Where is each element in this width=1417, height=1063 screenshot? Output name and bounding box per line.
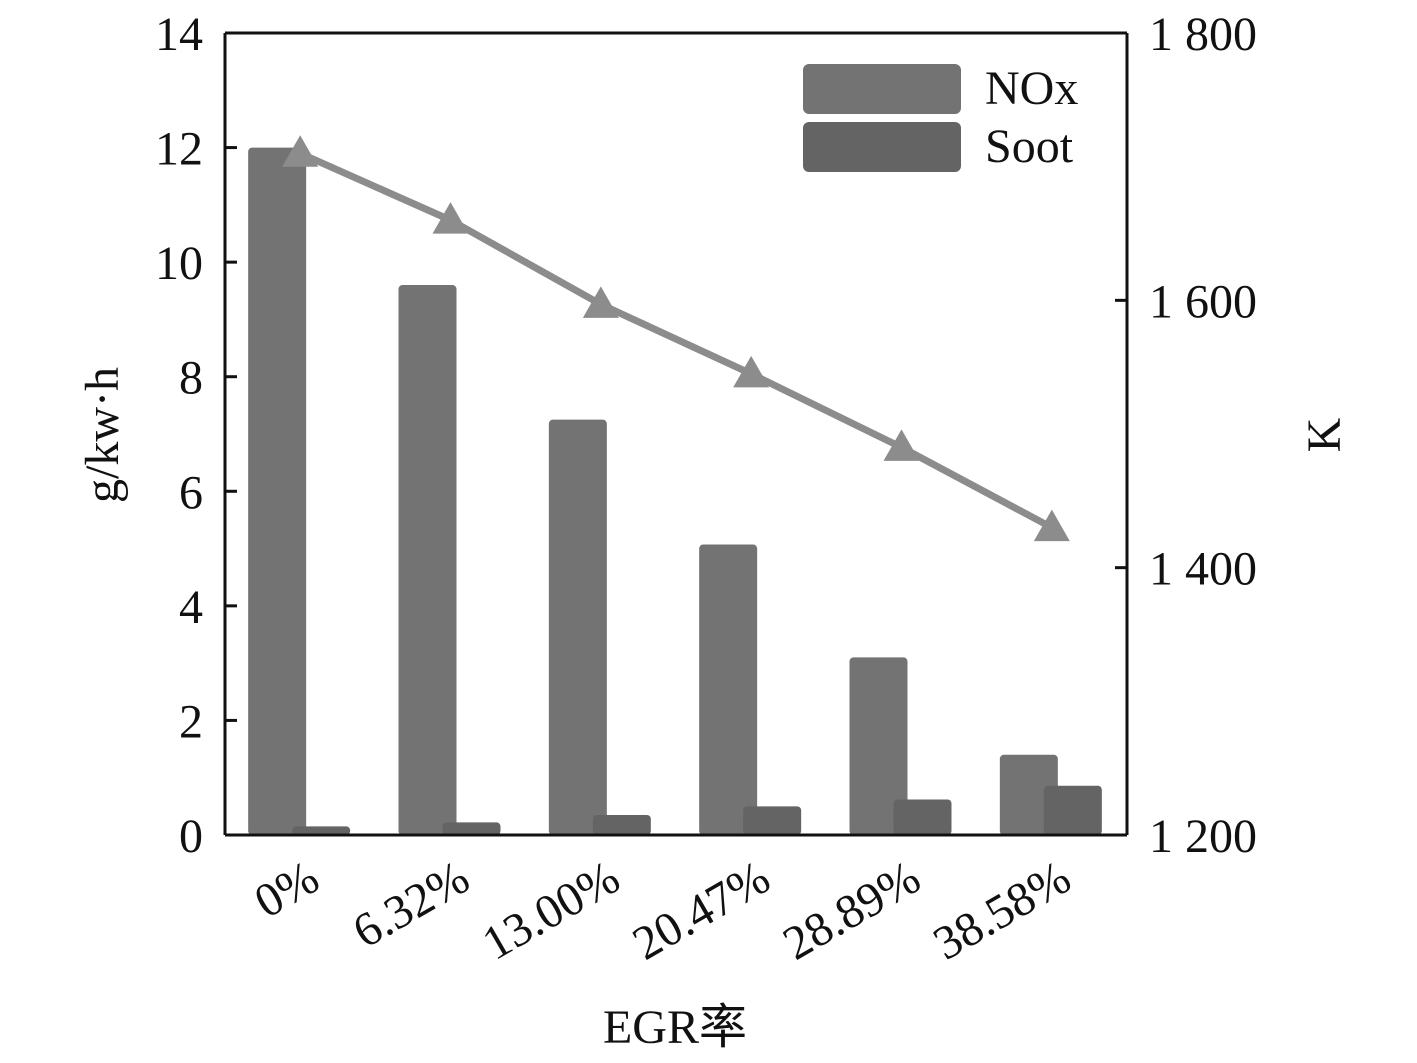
bar-nox-0 [248,147,307,836]
x-tick-label-0: 0% [246,851,328,929]
line-marker-0 [282,135,319,167]
legend-label-soot: Soot [985,120,1074,173]
bar-soot-0 [292,826,351,835]
line-marker-4 [883,429,920,461]
line-marker-2 [582,286,619,318]
y-tick-label-6: 12 [155,123,203,176]
bar-soot-1 [442,822,501,835]
bar-nox-1 [398,285,457,835]
bar-soot-4 [893,799,952,835]
y-tick-label-7: 14 [155,8,203,61]
bar-nox-3 [699,544,758,835]
x-axis-title: EGR率 [603,1001,747,1054]
line-marker-3 [733,355,770,388]
line-marker-1 [432,202,469,234]
line-marker-5 [1033,509,1070,542]
temperature-line [298,150,1054,531]
bars-group [248,147,1102,836]
legend-swatch-nox [803,64,961,114]
x-tick-label-4: 28.89% [774,851,929,971]
bar-soot-5 [1043,785,1102,835]
y2-tick-label-1: 1 400 [1149,543,1257,596]
bar-soot-3 [743,806,802,835]
legend-label-nox: NOx [985,62,1078,115]
y-axis-title: g/kw·h [76,367,129,503]
bar-nox-4 [849,657,908,835]
x-tick-label-2: 13.00% [474,851,629,971]
x-tick-label-1: 6.32% [344,851,478,959]
y2-tick-label-3: 1 800 [1149,8,1257,61]
y-tick-label-5: 10 [155,237,203,290]
x-tick-label-5: 38.58% [925,851,1080,971]
y-tick-label-3: 6 [179,466,203,519]
y-tick-label-0: 0 [179,810,203,863]
y2-axis-title: K [1298,417,1351,452]
bar-nox-5 [999,754,1058,835]
y2-tick-label-0: 1 200 [1149,810,1257,863]
y-tick-label-2: 4 [179,581,203,634]
y2-tick-label-2: 1 600 [1149,275,1257,328]
bar-soot-2 [592,814,651,835]
x-tick-label-3: 20.47% [624,851,779,971]
y-tick-label-1: 2 [179,695,203,748]
bar-nox-2 [548,419,607,835]
y-tick-label-4: 8 [179,352,203,405]
legend-swatch-soot [803,122,961,172]
line-group [282,135,1070,542]
